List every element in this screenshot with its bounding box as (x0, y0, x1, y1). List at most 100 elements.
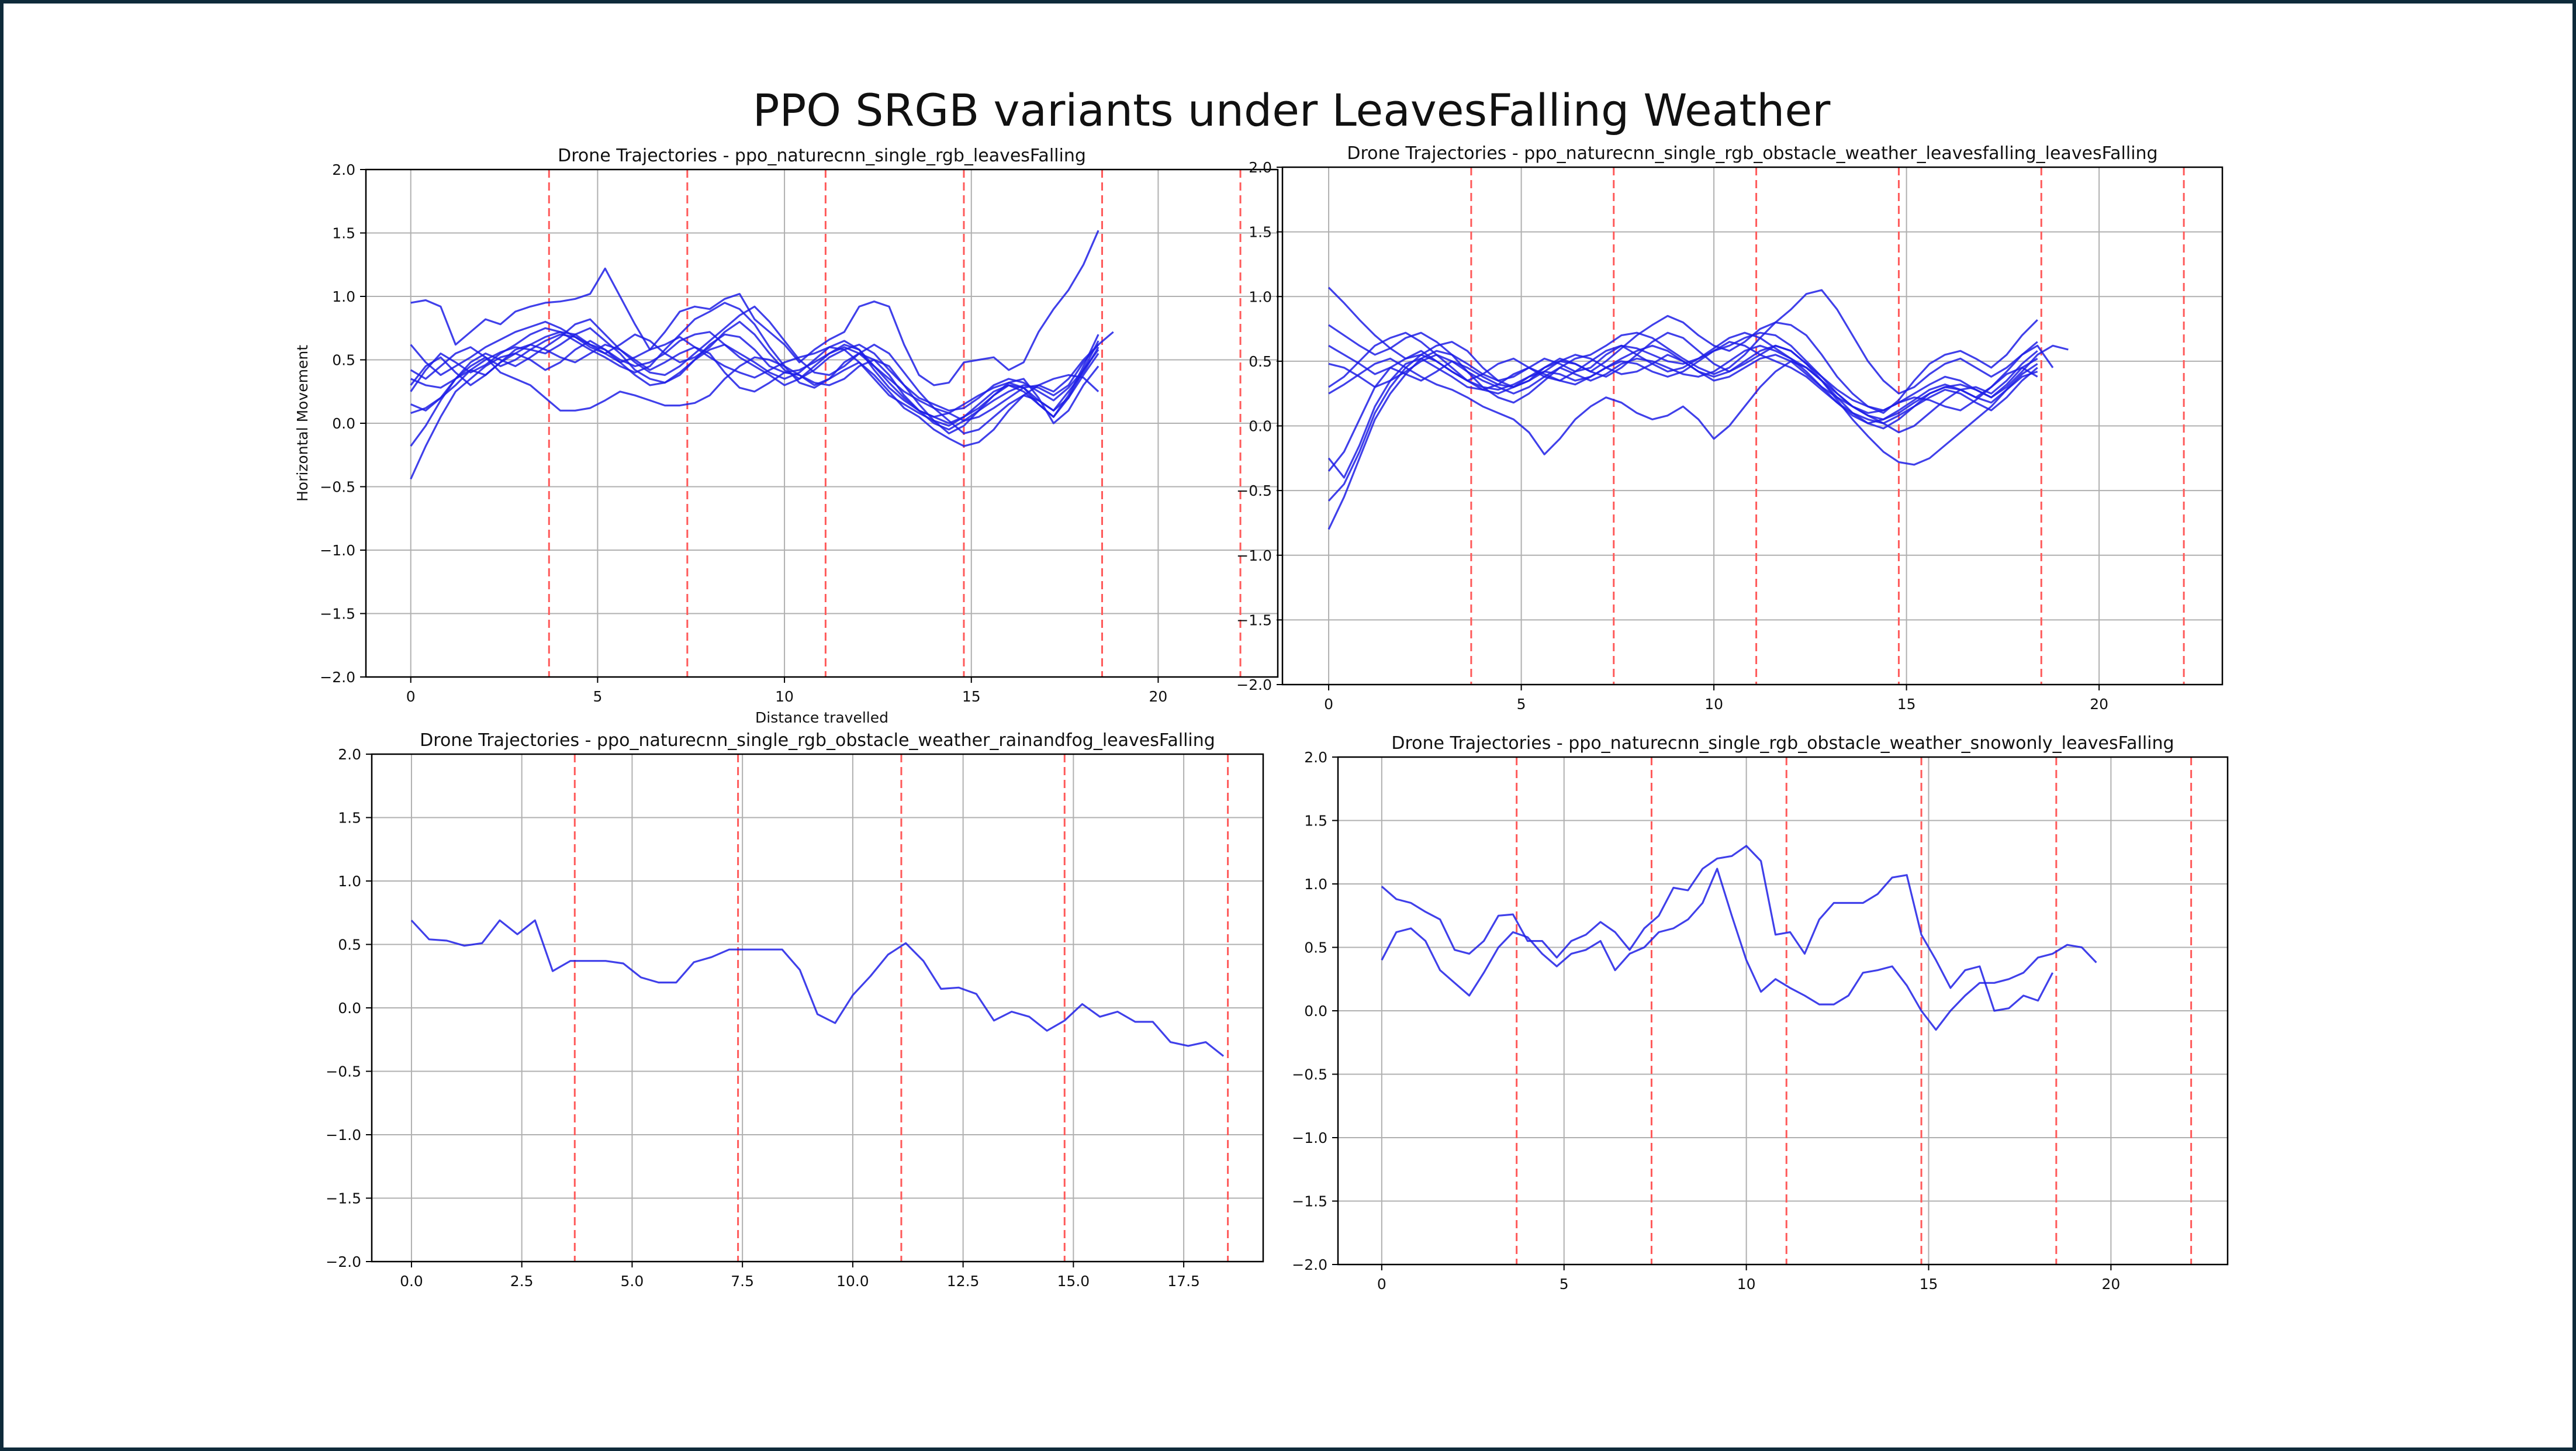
trajectory-line-6 (410, 305, 1099, 447)
y-tick-label: 0.0 (1304, 1003, 1327, 1020)
y-ticks: −2.0 −1.5 −1.0 −0.5 0.0 0.5 1.0 1.5 2.0 (320, 161, 366, 686)
y-tick-label: −2.0 (320, 669, 355, 686)
x-tick-label: 0 (1377, 1276, 1386, 1293)
y-tick-label: 1.5 (332, 225, 355, 242)
trajectory-line-10 (1327, 344, 2038, 479)
chart-title: Drone Trajectories - ppo_naturecnn_singl… (1391, 733, 2174, 754)
x-tick-label: 2.5 (510, 1273, 534, 1290)
chart-obstacle-weather-leavesfalling: Drone Trajectories - ppo_naturecnn_singl… (1236, 143, 2224, 713)
x-tick-label: 17.5 (1167, 1273, 1200, 1290)
x-ticks: 0 5 10 15 20 (406, 677, 1167, 705)
trajectory-line-7 (410, 302, 1114, 431)
y-tick-label: 0.5 (1249, 353, 1272, 370)
y-tick-label: −1.5 (1292, 1193, 1327, 1210)
y-tick-label: 1.0 (1249, 288, 1272, 305)
x-tick-label: 0 (406, 688, 416, 705)
y-tick-label: −1.5 (320, 606, 355, 623)
trajectory-line-6 (1328, 331, 2038, 412)
gate-lines (1470, 167, 2185, 685)
trajectory-series (410, 919, 1225, 1057)
x-ticks: 0 5 10 15 20 (1377, 1265, 2120, 1293)
y-tick-label: −1.0 (1236, 547, 1272, 564)
trajectory-line-9 (410, 320, 1099, 412)
y-tick-label: −1.0 (326, 1127, 361, 1143)
x-tick-label: 10 (775, 688, 794, 705)
y-tick-label: −1.5 (1236, 612, 1272, 628)
chart-title: Drone Trajectories - ppo_naturecnn_singl… (1347, 143, 2157, 164)
x-tick-label: 7.5 (731, 1273, 754, 1290)
y-tick-label: −2.0 (1236, 676, 1272, 693)
trajectory-line-9 (1328, 331, 2054, 424)
y-tick-label: 0.5 (1304, 939, 1327, 956)
x-tick-label: 20 (2101, 1276, 2120, 1293)
y-tick-label: −2.0 (326, 1253, 361, 1270)
y-tick-label: 2.0 (1249, 159, 1272, 176)
y-tick-label: −0.5 (320, 479, 355, 496)
x-tick-label: 15 (962, 688, 981, 705)
trajectory-line-1 (1381, 845, 2054, 1012)
y-tick-label: 2.0 (1304, 749, 1327, 766)
chart-leavesfalling: Drone Trajectories - ppo_naturecnn_singl… (294, 146, 1279, 726)
trajectory-line-8 (410, 343, 1099, 434)
chart-title: Drone Trajectories - ppo_naturecnn_singl… (420, 730, 1215, 751)
y-tick-label: −1.5 (326, 1190, 361, 1207)
trajectory-series (1327, 286, 2069, 530)
y-tick-label: 0.0 (332, 415, 355, 432)
grid-lines (1338, 756, 2228, 1265)
x-tick-label: 5 (1517, 696, 1526, 713)
trajectory-line-4 (410, 327, 1099, 422)
trajectory-line-5 (410, 356, 1099, 447)
chart-title: Drone Trajectories - ppo_naturecnn_singl… (558, 146, 1086, 166)
trajectory-line-2 (1381, 868, 2097, 1031)
y-ticks: −2.0 −1.5 −1.0 −0.5 0.0 0.5 1.0 1.5 2.0 (1292, 749, 1338, 1273)
x-tick-label: 10.0 (836, 1273, 869, 1290)
x-ticks: 0.0 2.5 5.0 7.5 10.0 12.5 15.0 17.5 (400, 1262, 1200, 1290)
y-tick-label: 0.0 (338, 1000, 361, 1017)
x-tick-label: 0.0 (400, 1273, 423, 1290)
y-tick-label: −1.0 (1292, 1129, 1327, 1146)
trajectory-series (410, 230, 1114, 480)
x-tick-label: 5.0 (621, 1273, 644, 1290)
trajectory-line-5 (1328, 357, 2038, 466)
grid-lines (1282, 167, 2222, 685)
x-tick-label: 5 (1560, 1276, 1569, 1293)
y-tick-label: 0.0 (1249, 418, 1272, 435)
gate-lines (548, 170, 1242, 677)
x-tick-label: 12.5 (947, 1273, 980, 1290)
trajectory-line-4 (1328, 289, 2038, 404)
x-ticks: 0 5 10 15 20 (1324, 685, 2108, 713)
x-tick-label: 10 (1737, 1276, 1756, 1293)
y-tick-label: −0.5 (326, 1063, 361, 1080)
x-tick-label: 15 (1897, 696, 1916, 713)
x-tick-label: 15 (1920, 1276, 1938, 1293)
y-tick-label: −2.0 (1292, 1256, 1327, 1273)
trajectory-line-1 (410, 230, 1099, 386)
grid-lines (366, 169, 1278, 678)
x-tick-label: 15.0 (1057, 1273, 1090, 1290)
trajectory-line-10 (410, 340, 1099, 424)
x-tick-label: 20 (2090, 696, 2108, 713)
x-tick-label: 10 (1704, 696, 1723, 713)
y-tick-label: −0.5 (1292, 1066, 1327, 1083)
gate-lines (573, 754, 1229, 1262)
y-axis-label: Horizontal Movement (294, 345, 311, 502)
y-tick-label: 1.5 (1249, 224, 1272, 241)
y-tick-label: 2.0 (338, 746, 361, 763)
x-axis-label: Distance travelled (755, 709, 888, 726)
trajectory-line-1 (410, 919, 1225, 1057)
trajectory-line-2 (410, 331, 1099, 480)
y-ticks: −2.0 −1.5 −1.0 −0.5 0.0 0.5 1.0 1.5 2.0 (326, 746, 372, 1270)
y-tick-label: −0.5 (1236, 482, 1272, 499)
trajectory-line-1 (1327, 286, 2038, 414)
x-tick-label: 5 (593, 688, 602, 705)
y-tick-label: 1.5 (338, 810, 361, 827)
trajectory-line-7 (1328, 344, 2038, 434)
slide-title: PPO SRGB variants under LeavesFalling We… (752, 84, 1831, 136)
y-tick-label: 0.5 (332, 352, 355, 369)
y-tick-label: 0.5 (338, 937, 361, 953)
chart-obstacle-weather-rainandfog: Drone Trajectories - ppo_naturecnn_singl… (326, 730, 1264, 1290)
y-ticks: −2.0 −1.5 −1.0 −0.5 0.0 0.5 1.0 1.5 2.0 (1236, 159, 1282, 693)
y-tick-label: 1.5 (1304, 813, 1327, 830)
trajectory-series (1381, 845, 2097, 1031)
